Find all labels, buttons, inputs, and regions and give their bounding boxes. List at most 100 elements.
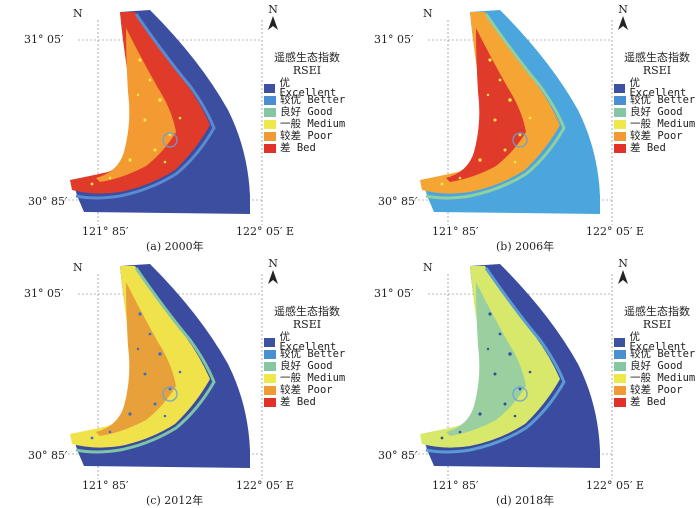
- legend-swatch: [614, 95, 626, 105]
- legend-label: 良好 Good: [280, 105, 333, 118]
- north-label-corner: N: [423, 7, 433, 20]
- legend-swatch: [264, 361, 276, 371]
- legend-item: 差 Bed: [614, 142, 700, 154]
- legend-item: 差 Bed: [264, 396, 350, 408]
- coastal-strip: [425, 13, 566, 200]
- legend-subtitle: RSEI: [642, 64, 672, 77]
- legend-swatch: [614, 373, 626, 383]
- legend-label: 差 Bed: [630, 141, 666, 154]
- lon-label-right: 122° 05′ E: [236, 225, 295, 238]
- panel-caption: (a) 2000年: [146, 240, 204, 253]
- legend-items: 优 Excellent 较优 Better 良好 Good 一般 Medium 较差 P…: [614, 331, 700, 408]
- legend-item: 良好 Good: [614, 360, 700, 372]
- north-arrow: N: [266, 258, 280, 289]
- legend-label: 优 Excellent: [279, 76, 337, 99]
- legend-label: 较差 Poor: [280, 129, 333, 142]
- legend-swatch: [264, 385, 276, 395]
- legend-item: 差 Bed: [264, 142, 350, 154]
- legend-label: 一般 Medium: [280, 117, 346, 130]
- legend-label: 较差 Poor: [630, 383, 683, 396]
- lat-label-bottom: 30° 85′: [378, 449, 418, 462]
- legend-swatch: [614, 107, 626, 117]
- legend-item: 优 Excellent: [264, 77, 350, 98]
- pixel-specks: [90, 58, 182, 186]
- legend-item: 差 Bed: [614, 396, 700, 408]
- north-arrow: N: [266, 4, 280, 35]
- legend-subtitle: RSEI: [292, 64, 322, 77]
- north-arrow-label: N: [268, 3, 278, 16]
- lon-label-left: 121° 85′: [432, 479, 479, 492]
- north-arrow-label: N: [618, 257, 628, 270]
- legend-item: 较差 Poor: [264, 384, 350, 396]
- lat-label-bottom: 30° 85′: [28, 195, 68, 208]
- panel-caption: (b) 2006年: [496, 240, 555, 253]
- legend-item: 良好 Good: [614, 106, 700, 118]
- map-panel-3: N 31° 05′ 30° 85′ 121° 85′ 122° 05′ E (c…: [0, 254, 350, 507]
- panel-caption: (c) 2012年: [146, 494, 204, 507]
- legend-item: 较优 Better: [614, 348, 700, 360]
- lat-label-top: 31° 05′: [374, 287, 414, 300]
- legend-item: 一般 Medium: [614, 372, 700, 384]
- lake-feature: [512, 386, 528, 402]
- legend-label: 较优 Better: [280, 93, 346, 106]
- lon-label-left: 121° 85′: [82, 225, 129, 238]
- land-inner-zone: [96, 28, 176, 182]
- legend-swatch: [264, 337, 276, 347]
- legend-swatch: [264, 95, 276, 105]
- lake-feature: [512, 132, 528, 148]
- legend-label: 差 Bed: [630, 395, 666, 408]
- legend-item: 较优 Better: [614, 94, 700, 106]
- legend-label: 良好 Good: [280, 359, 333, 372]
- lat-label-top: 31° 05′: [24, 33, 64, 46]
- legend-label: 较优 Better: [630, 93, 696, 106]
- legend-title: 遥感生态指数: [274, 51, 340, 64]
- rsei-legend: 遥感生态指数 RSEI 优 Excellent 较优 Better 良好 Good 一…: [264, 306, 350, 408]
- legend-swatch: [614, 119, 626, 129]
- legend-item: 一般 Medium: [614, 118, 700, 130]
- legend-swatch: [264, 373, 276, 383]
- coastal-strip: [75, 13, 216, 200]
- map-panel-2: N 31° 05′ 30° 85′ 121° 85′ 122° 05′ E (b…: [350, 0, 700, 253]
- legend-swatch: [614, 337, 626, 347]
- legend-items: 优 Excellent 较优 Better 良好 Good 一般 Medium 较差 P…: [614, 77, 700, 154]
- legend-item: 较差 Poor: [614, 130, 700, 142]
- legend-swatch: [264, 119, 276, 129]
- lake-feature: [162, 386, 178, 402]
- map-figure: [402, 10, 613, 225]
- rsei-legend: 遥感生态指数 RSEI 优 Excellent 较优 Better 良好 Good 一…: [614, 52, 700, 154]
- lat-label-bottom: 30° 85′: [378, 195, 418, 208]
- legend-swatch: [264, 143, 276, 153]
- north-arrow: N: [616, 4, 630, 35]
- land-inner-zone: [446, 28, 526, 182]
- legend-label: 一般 Medium: [630, 117, 696, 130]
- legend-swatch: [614, 361, 626, 371]
- north-arrow-icon: [268, 16, 278, 30]
- pixel-specks: [440, 58, 532, 186]
- north-label-corner: N: [73, 7, 83, 20]
- legend-item: 良好 Good: [264, 360, 350, 372]
- pixel-specks: [440, 312, 532, 440]
- panel-caption: (d) 2018年: [496, 494, 555, 507]
- legend-swatch: [264, 349, 276, 359]
- legend-item: 良好 Good: [264, 106, 350, 118]
- pixel-specks: [90, 312, 182, 440]
- lon-label-right: 122° 05′ E: [586, 479, 645, 492]
- legend-label: 良好 Good: [630, 359, 683, 372]
- legend-title: 遥感生态指数: [624, 305, 690, 318]
- legend-items: 优 Excellent 较优 Better 良好 Good 一般 Medium 较差 P…: [264, 77, 350, 154]
- north-arrow-icon: [618, 270, 628, 284]
- legend-item: 较差 Poor: [614, 384, 700, 396]
- legend-label: 良好 Good: [630, 105, 683, 118]
- legend-subtitle: RSEI: [292, 318, 322, 331]
- legend-label: 一般 Medium: [280, 371, 346, 384]
- lat-label-bottom: 30° 85′: [28, 449, 68, 462]
- legend-title: 遥感生态指数: [274, 305, 340, 318]
- legend-label: 较优 Better: [280, 347, 346, 360]
- legend-item: 优 Excellent: [614, 77, 700, 98]
- legend-label: 较差 Poor: [280, 383, 333, 396]
- rsei-legend: 遥感生态指数 RSEI 优 Excellent 较优 Better 良好 Good 一…: [614, 306, 700, 408]
- map-panel-4: N 31° 05′ 30° 85′ 121° 85′ 122° 05′ E (d…: [350, 254, 700, 507]
- north-label-corner: N: [423, 261, 433, 274]
- legend-label: 差 Bed: [280, 395, 316, 408]
- legend-items: 优 Excellent 较优 Better 良好 Good 一般 Medium 较差 P…: [264, 331, 350, 408]
